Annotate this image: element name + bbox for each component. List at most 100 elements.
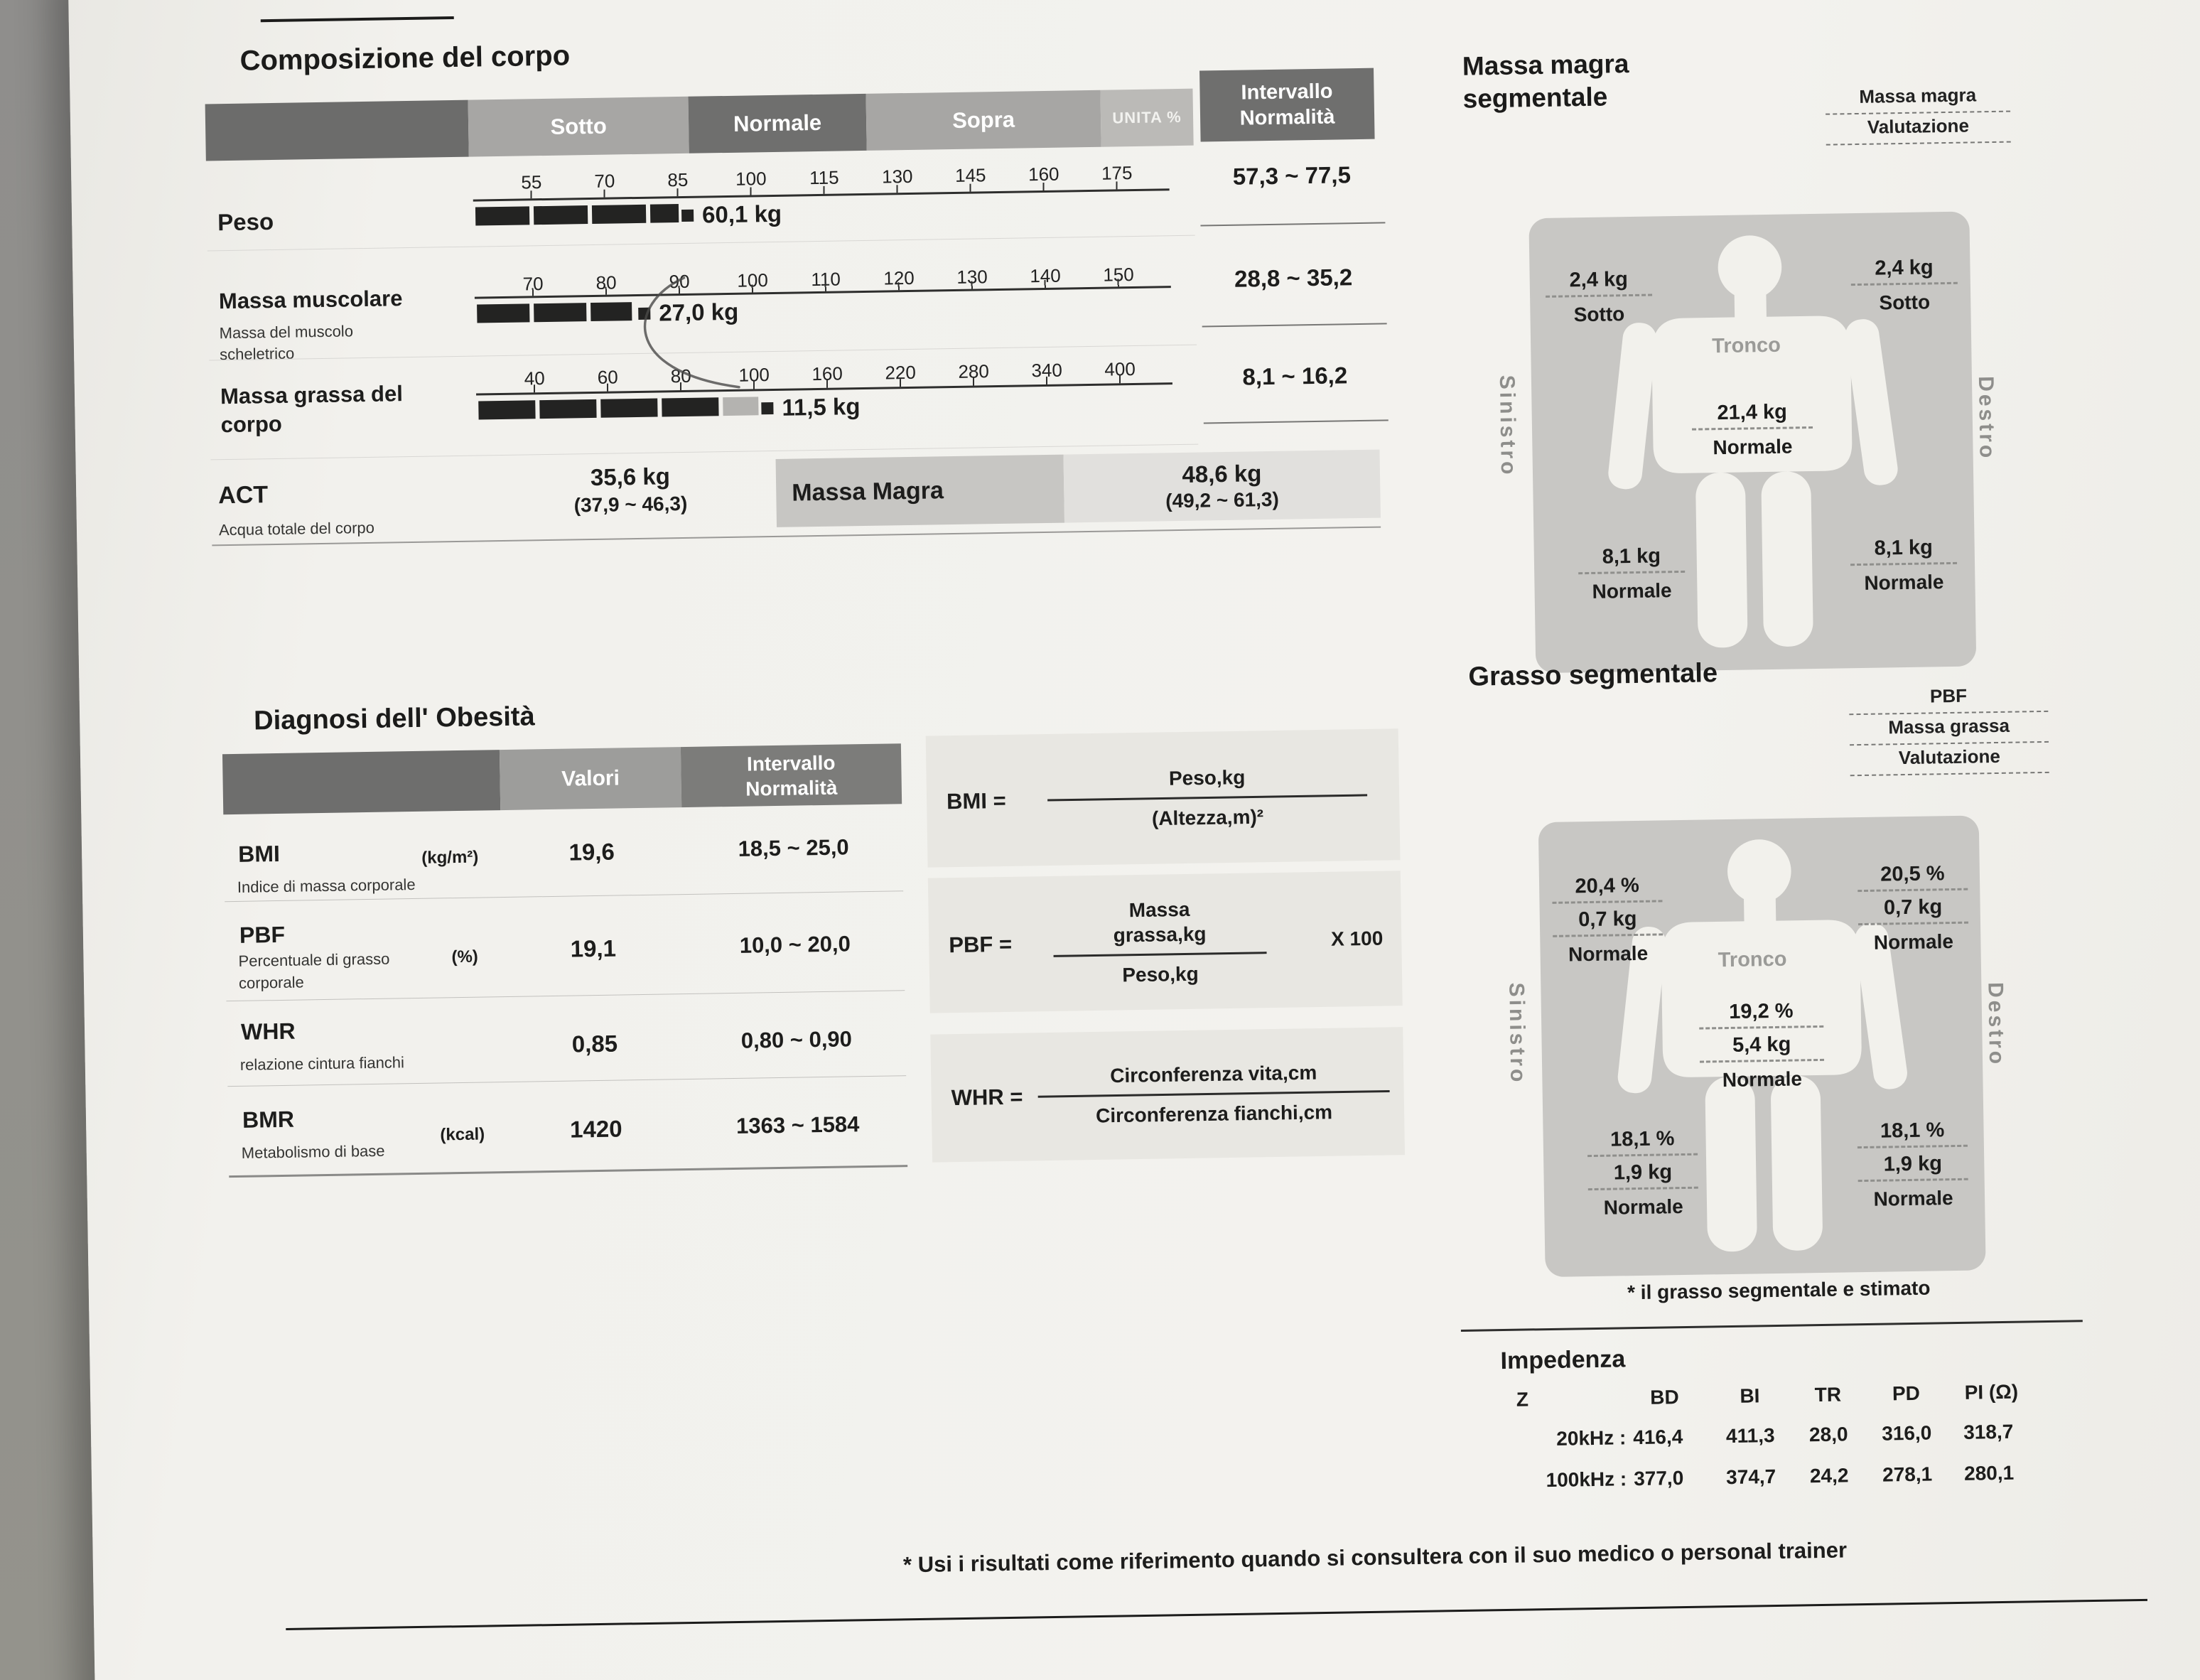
impedance-col-z: Z [1516, 1388, 1529, 1411]
massa-magra-label: Massa Magra [791, 476, 944, 507]
fat-arm-left-mass: 0,7 kg [1552, 907, 1664, 937]
row-muscolare-range: 28,8 ~ 35,2 [1234, 264, 1353, 292]
obesity-bottom-rule [229, 1165, 908, 1178]
fat-segmental-legend: PBF Massa grassa Valutazione [1848, 681, 2049, 777]
impedance-top-rule [1460, 1320, 2083, 1332]
pbf-formula-numerator: Massa grassa,kg [1113, 898, 1207, 947]
fat-trunk-pbf: 19,2 % [1698, 998, 1824, 1030]
fat-segmental-title: Grasso segmentale [1468, 658, 1718, 692]
pbf-value: 19,1 [570, 935, 617, 962]
impedance-100khz-bi: 374,7 [1725, 1465, 1776, 1489]
impedance-col-bi: BI [1740, 1384, 1760, 1407]
impedance-col-tr: TR [1814, 1383, 1842, 1406]
row-peso-range-underline [1200, 222, 1386, 227]
obesity-header: Valori Intervallo Normalità [222, 743, 902, 815]
value-marker [681, 209, 694, 222]
pbf-formula-denominator: Peso,kg [1122, 962, 1199, 986]
composition-title: Composizione del corpo [239, 40, 571, 77]
lean-leg-left-assessment: Normale [1592, 579, 1672, 603]
lean-trunk-assessment: Normale [1713, 435, 1793, 459]
impedance-col-pd: PD [1892, 1382, 1921, 1405]
fraction-bar [1037, 1089, 1390, 1098]
impedance-title: Impedenza [1500, 1345, 1626, 1375]
fat-footnote: * il grasso segmentale e stimato [1627, 1276, 1931, 1304]
obesity-header-spacer [222, 750, 501, 815]
act-label: ACT [217, 481, 269, 510]
impedance-20khz-pd: 316,0 [1881, 1421, 1932, 1445]
lean-right-side-label: Destro [1973, 375, 1999, 461]
act-value-block: 35,6 kg (37,9 ~ 46,3) [531, 462, 730, 517]
bmi-unit: (kg/m²) [421, 847, 479, 868]
pen-annotation [643, 276, 740, 389]
lean-leg-left: 8,1 kg Normale [1578, 544, 1686, 603]
row-grassa-range-underline [1203, 419, 1389, 424]
header-normale: Normale [688, 93, 867, 154]
fat-leg-left-assessment: Normale [1603, 1195, 1683, 1219]
act-value: 35,6 kg [590, 463, 671, 491]
lean-arm-left-value: 2,4 kg [1545, 267, 1653, 298]
pbf-name: PBF [239, 921, 286, 948]
impedance-100khz-bd: 377,0 [1633, 1467, 1684, 1490]
impedance-row-100khz-label: 100kHz : [1546, 1468, 1627, 1492]
bmr-name: BMR [242, 1106, 295, 1133]
pbf-sublabel: Percentuale di grasso corporale [238, 949, 390, 992]
obesity-title: Diagnosi dell' Obesità [253, 701, 535, 736]
lean-segmental-legend: Massa magra Valutazione [1825, 81, 2011, 146]
lean-segmental-title: Massa magra segmentale [1462, 49, 1629, 114]
whr-formula-numerator: Circonferenza vita,cm [1109, 1061, 1317, 1087]
bmi-formula-numerator: Peso,kg [1168, 765, 1246, 790]
impedance-20khz-pi: 318,7 [1963, 1420, 2014, 1443]
bmi-name: BMI [237, 840, 281, 867]
whr-formula-lhs: WHR = [951, 1084, 1023, 1111]
row-peso-value: 60,1 kg [681, 200, 782, 229]
massa-magra-cell: Massa Magra [775, 454, 1064, 527]
fat-arm-right: 20,5 % 0,7 kg Normale [1857, 861, 1969, 954]
lean-arm-right: 2,4 kg Sotto [1850, 255, 1958, 315]
legend-valutazione: Valutazione [1826, 112, 2011, 146]
whr-formula-box: WHR = Circonferenza vita,cm Circonferenz… [930, 1027, 1406, 1163]
impedance-row-20khz-label: 20kHz : [1556, 1426, 1627, 1450]
impedance-100khz-tr: 24,2 [1809, 1464, 1849, 1487]
act-sublabel: Acqua totale del corpo [218, 518, 375, 539]
row-peso-bar [475, 204, 679, 226]
lean-trunk-value: 21,4 kg [1691, 400, 1813, 431]
fat-leg-left-mass: 1,9 kg [1587, 1160, 1698, 1191]
row-peso-label: Peso [217, 208, 274, 236]
header-normal-range: Intervallo Normalità [1199, 68, 1375, 142]
whr-value: 0,85 [571, 1030, 618, 1057]
pbf-formula-multiplier: X 100 [1330, 927, 1384, 950]
obesity-header-valori: Valori [499, 747, 682, 811]
fat-trunk: 19,2 % 5,4 kg Normale [1698, 998, 1825, 1092]
fat-leg-right-assessment: Normale [1873, 1187, 1953, 1210]
body-silhouette [1617, 839, 1907, 1252]
footer-note: * Usi i risultati come riferimento quand… [902, 1537, 1848, 1578]
bmr-unit: (kcal) [440, 1124, 485, 1145]
legend-massa-magra: Massa magra [1825, 81, 2011, 115]
lean-arm-left-assessment: Sotto [1573, 303, 1625, 326]
header-spacer-cell [205, 99, 469, 161]
impedance-col-pi: PI (Ω) [1964, 1380, 2019, 1404]
row-muscolare-label: Massa muscolare [218, 286, 403, 314]
fat-body-panel [1538, 815, 1986, 1278]
lean-arm-left: 2,4 kg Sotto [1545, 267, 1653, 327]
fat-leg-left-pbf: 18,1 % [1587, 1126, 1698, 1158]
pbf-formula-box: PBF = Massa grassa,kg Peso,kg X 100 [927, 871, 1403, 1013]
fat-right-side-label: Destro [1983, 981, 2009, 1067]
impedance-20khz-tr: 28,0 [1808, 1423, 1848, 1446]
top-rule [260, 16, 454, 23]
lean-arm-right-assessment: Sotto [1879, 291, 1931, 314]
pbf-range: 10,0 ~ 20,0 [739, 931, 851, 958]
row-muscolare-range-underline [1202, 323, 1387, 328]
row-divider [207, 235, 1195, 252]
bmi-formula-denominator: (Altezza,m)² [1151, 805, 1264, 829]
row-grassa-label: Massa grassa del corpo [220, 381, 404, 438]
bmi-formula-lhs: BMI = [946, 787, 1006, 814]
impedance-20khz-bd: 416,4 [1633, 1426, 1683, 1449]
legend-pbf: PBF [1848, 681, 2049, 716]
composition-header: Sotto Normale Sopra UNITA % [205, 88, 1194, 161]
report-page: Composizione del corpo Sotto Normale Sop… [68, 0, 2200, 1680]
fat-trunk-area-label: Tronco [1718, 947, 1787, 972]
row-grassa-range: 8,1 ~ 16,2 [1242, 362, 1348, 390]
lean-leg-right: 8,1 kg Normale [1850, 535, 1958, 595]
fat-trunk-mass: 5,4 kg [1699, 1032, 1825, 1063]
